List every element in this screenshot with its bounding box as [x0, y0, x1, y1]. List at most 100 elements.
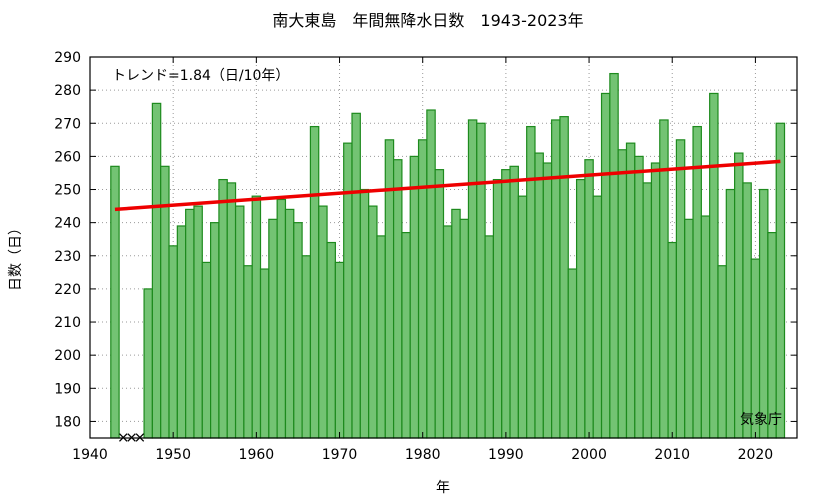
- bar-2023: [775, 122, 786, 439]
- bar-1963: [276, 198, 287, 439]
- bar-1996: [551, 119, 561, 439]
- y-tick-label: 220: [54, 282, 81, 298]
- bars: [110, 72, 786, 439]
- bar-2005: [625, 142, 636, 439]
- bar-2019: [742, 182, 752, 439]
- bar-1991: [509, 165, 519, 439]
- bar-2013: [692, 125, 702, 439]
- x-axis-label: 年: [436, 480, 450, 496]
- bar-1978: [401, 231, 411, 439]
- bar-2014: [700, 215, 711, 439]
- bar-1961: [259, 268, 270, 439]
- bar-1987: [476, 122, 486, 439]
- chart-title: 南大東島 年間無降水日数 1943-2023年: [272, 11, 583, 30]
- bar-1982: [434, 169, 445, 439]
- bar-2009: [659, 119, 669, 439]
- bar-1954: [201, 261, 212, 439]
- x-tick-label: 2020: [738, 447, 774, 463]
- y-axis-label: 日数（日）: [8, 221, 24, 291]
- bar-1985: [459, 218, 470, 439]
- bar-1997: [559, 116, 569, 439]
- x-axis: 1940 1950 1960 1970 1980 1990 2000 2010 2020: [72, 57, 773, 463]
- bar-1983: [442, 225, 453, 439]
- bar-1995: [542, 162, 553, 439]
- bar-2022: [767, 231, 777, 439]
- bar-1950: [168, 245, 178, 439]
- bar-1968: [318, 205, 328, 439]
- y-tick-label: 210: [54, 315, 81, 331]
- bar-1988: [484, 235, 495, 439]
- x-tick-label: 1990: [488, 447, 524, 463]
- x-tick-label: 2000: [571, 447, 607, 463]
- bar-1989: [492, 178, 503, 439]
- bar-1958: [234, 205, 245, 439]
- y-tick-label: 260: [54, 149, 81, 165]
- bar-1975: [376, 235, 386, 439]
- bar-1966: [301, 255, 312, 439]
- bar-1967: [309, 125, 320, 439]
- bar-2015: [709, 92, 719, 439]
- bar-1993: [526, 125, 536, 439]
- bar-2002: [600, 92, 611, 439]
- bar-1952: [185, 208, 195, 439]
- bar-1960: [251, 195, 262, 439]
- x-tick-label: 1940: [72, 447, 108, 463]
- trend-line: [114, 159, 781, 212]
- bar-1957: [226, 182, 237, 439]
- y-tick-label: 230: [54, 249, 81, 265]
- bar-2021: [758, 188, 769, 439]
- y-tick-label: 270: [54, 116, 81, 132]
- y-tick-label: 240: [54, 216, 81, 232]
- bar-1955: [210, 222, 220, 439]
- bar-2010: [667, 241, 677, 439]
- plot-frame: [89, 56, 798, 439]
- bar-1951: [176, 225, 187, 439]
- bar-2006: [634, 155, 644, 439]
- bar-1959: [243, 265, 253, 439]
- bar-1999: [575, 178, 586, 439]
- trend-label: トレンド=1.84（日/10年）: [112, 68, 289, 84]
- bar-1947: [143, 288, 153, 439]
- bar-1977: [392, 159, 403, 439]
- bar-1998: [567, 268, 578, 439]
- bar-1971: [343, 142, 353, 439]
- bar-2004: [617, 149, 628, 439]
- bar-2011: [675, 139, 686, 439]
- bar-2018: [734, 152, 744, 439]
- bar-1990: [501, 169, 511, 439]
- bar-1994: [534, 152, 544, 439]
- bar-1979: [409, 155, 420, 439]
- bar-1976: [384, 139, 395, 439]
- x-tick-label: 1960: [239, 447, 275, 463]
- bar-1956: [218, 178, 228, 439]
- bar-1970: [334, 261, 345, 439]
- bar-2008: [650, 162, 661, 439]
- y-tick-label: 200: [54, 348, 81, 364]
- bar-1981: [426, 109, 436, 439]
- bar-2012: [684, 218, 694, 439]
- bar-1962: [268, 218, 278, 439]
- bar-1972: [351, 112, 361, 439]
- bar-1986: [467, 119, 478, 439]
- bar-1969: [326, 241, 336, 439]
- bar-2007: [642, 182, 653, 439]
- y-tick-label: 250: [54, 183, 81, 199]
- bar-2016: [717, 265, 727, 439]
- bar-1992: [517, 195, 528, 439]
- bar-1965: [293, 222, 303, 439]
- bar-1948: [151, 102, 162, 439]
- bar-1973: [359, 188, 370, 439]
- y-tick-label: 190: [54, 381, 81, 397]
- bar-1953: [193, 205, 203, 439]
- y-tick-label: 180: [54, 414, 81, 430]
- source-label: 気象庁: [740, 412, 782, 428]
- y-tick-label: 280: [54, 83, 81, 99]
- x-tick-label: 2010: [654, 447, 690, 463]
- bar-2017: [725, 188, 736, 439]
- y-tick-label: 290: [54, 50, 81, 66]
- bar-1943: [110, 165, 120, 439]
- bar-1974: [368, 205, 378, 439]
- bar-1964: [284, 208, 295, 439]
- x-tick-label: 1950: [155, 447, 191, 463]
